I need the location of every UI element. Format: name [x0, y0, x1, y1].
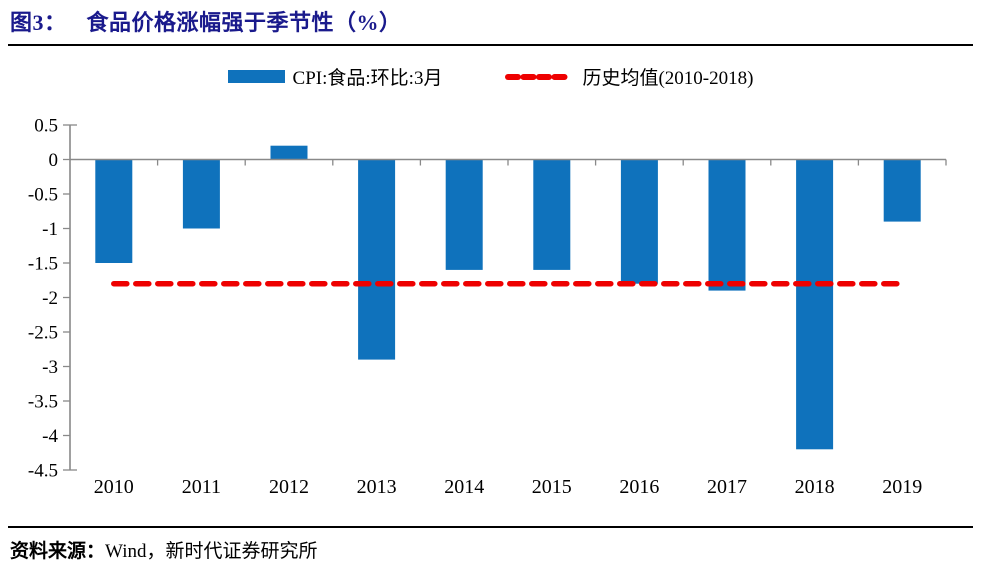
source-label: 资料来源： [10, 541, 106, 562]
y-tick-label: -3 [42, 357, 58, 378]
y-tick-label: -4.5 [28, 461, 58, 482]
figure-header: 图3： 食品价格涨幅强于季节性（%） [8, 0, 973, 46]
mean-line-label: 历史均值(2010-2018) [582, 68, 754, 89]
y-tick-label: -4 [42, 426, 58, 447]
x-tick-label-2012: 2012 [269, 476, 309, 498]
figure-title-text: 食品价格涨幅强于季节性（%） [86, 10, 402, 35]
source-text: Wind，新时代证券研究所 [105, 541, 318, 562]
bar-series-label: CPI:食品:环比:3月 [292, 68, 443, 89]
legend-item-bar-series: CPI:食品:环比:3月 [227, 63, 443, 90]
bar-2012 [270, 145, 308, 160]
x-tick-label-2011: 2011 [182, 476, 221, 498]
bar-2015 [533, 159, 571, 270]
x-tick-label-2015: 2015 [532, 476, 572, 498]
bar-2013 [358, 159, 396, 360]
x-tick-label-2014: 2014 [444, 476, 484, 498]
dashed-line-swatch [505, 73, 574, 80]
y-tick-label: -2.5 [28, 323, 58, 344]
x-tick-label-2013: 2013 [357, 476, 397, 498]
y-tick-label: -1 [42, 219, 58, 240]
bar-2011 [182, 159, 220, 229]
y-tick-label: 0.5 [34, 116, 58, 137]
source-note: 资料来源：Wind，新时代证券研究所 [8, 526, 973, 563]
bar-2019 [883, 159, 921, 222]
bar-2018 [796, 159, 834, 450]
x-tick-label-2018: 2018 [795, 476, 835, 498]
bar-chart: 0.5 0 -0.5 -1 -1.5 -2 -2.5 -3 -3.5 -4 -4.5 2010 2011… [28, 116, 947, 498]
x-tick-label-2010: 2010 [94, 476, 134, 498]
x-tick-label-2016: 2016 [619, 476, 659, 498]
figure-title: 图3： 食品价格涨幅强于季节性（%） [10, 10, 402, 35]
bar-2016 [620, 159, 658, 284]
bar-2010 [95, 159, 133, 263]
chart-legend: CPI:食品:环比:3月 历史均值(2010-2018) [0, 63, 981, 90]
bar-series-swatch [227, 70, 285, 83]
y-tick-label: -0.5 [28, 185, 58, 206]
legend-item-mean-line: 历史均值(2010-2018) [504, 63, 753, 90]
figure-number: 图3： [10, 10, 67, 35]
y-tick-label: -2 [42, 288, 58, 309]
y-tick-label: -3.5 [28, 392, 58, 413]
y-tick-label: -1.5 [28, 254, 58, 275]
bar-2017 [708, 159, 746, 291]
bar-2014 [445, 159, 483, 270]
x-tick-label-2019: 2019 [882, 476, 922, 498]
y-tick-label: 0 [49, 150, 59, 171]
x-tick-label-2017: 2017 [707, 476, 747, 498]
